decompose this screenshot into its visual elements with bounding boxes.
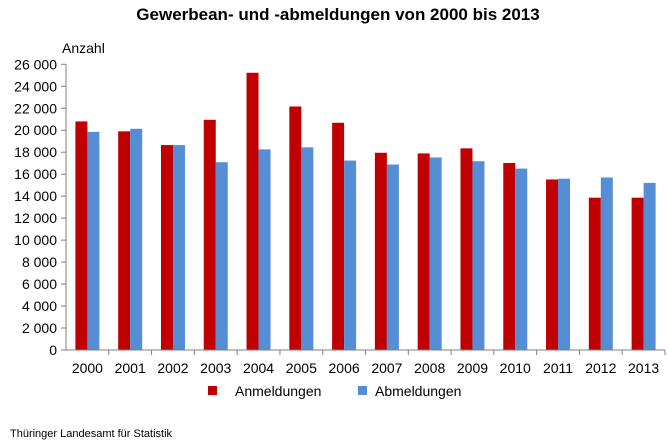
- bar-anmeldungen-2000: [75, 121, 88, 350]
- bar-abmeldungen-2013: [643, 182, 656, 350]
- x-tick-label: 2002: [157, 360, 188, 376]
- bar-anmeldungen-2006: [332, 122, 345, 351]
- x-tick-label: 2005: [286, 360, 317, 376]
- bar-anmeldungen-2012: [588, 197, 601, 350]
- legend-label-anmeldungen: Anmeldungen: [235, 383, 321, 399]
- bar-anmeldungen-2013: [631, 197, 644, 350]
- y-tick-label: 6 000: [22, 276, 57, 292]
- y-tick-label: 18 000: [14, 144, 57, 160]
- y-tick-label: 12 000: [14, 210, 57, 226]
- bar-anmeldungen-2011: [546, 179, 559, 350]
- y-tick-label: 14 000: [14, 188, 57, 204]
- bar-anmeldungen-2010: [503, 162, 516, 350]
- bar-anmeldungen-2002: [160, 145, 173, 350]
- bar-abmeldungen-2007: [386, 164, 399, 350]
- bar-anmeldungen-2001: [118, 131, 131, 350]
- source-note: Thüringer Landesamt für Statistik: [10, 428, 173, 440]
- bar-anmeldungen-2008: [417, 153, 430, 350]
- x-tick-label: 2007: [371, 360, 402, 376]
- bar-anmeldungen-2007: [374, 152, 387, 350]
- legend-swatch-anmeldungen: [208, 386, 217, 395]
- y-tick-label: 8 000: [22, 254, 57, 270]
- bar-abmeldungen-2010: [515, 168, 528, 350]
- x-tick-label: 2000: [72, 360, 103, 376]
- bar-abmeldungen-2011: [558, 178, 571, 350]
- chart-title: Gewerbean- und -abmeldungen von 2000 bis…: [136, 5, 539, 24]
- y-tick-label: 26 000: [14, 56, 57, 72]
- x-tick-label: 2001: [115, 360, 146, 376]
- x-tick-label: 2009: [457, 360, 488, 376]
- bar-anmeldungen-2009: [460, 148, 473, 350]
- x-tick-label: 2013: [628, 360, 659, 376]
- legend-swatch-abmeldungen: [358, 386, 367, 395]
- y-tick-label: 2 000: [22, 320, 57, 336]
- legend-label-abmeldungen: Abmeldungen: [375, 383, 461, 399]
- bar-abmeldungen-2001: [130, 128, 143, 350]
- x-tick-label: 2010: [500, 360, 531, 376]
- bar-anmeldungen-2003: [203, 119, 216, 350]
- y-tick-label: 20 000: [14, 122, 57, 138]
- legend: Anmeldungen Abmeldungen: [208, 383, 461, 399]
- x-tick-label: 2012: [585, 360, 616, 376]
- y-axis-label: Anzahl: [62, 40, 105, 56]
- x-tick-label: 2011: [543, 360, 573, 376]
- y-tick-label: 10 000: [14, 232, 57, 248]
- bar-abmeldungen-2004: [258, 149, 271, 350]
- x-tick-label: 2008: [414, 360, 445, 376]
- x-tick-label: 2006: [329, 360, 360, 376]
- bar-abmeldungen-2000: [87, 131, 100, 350]
- bar-abmeldungen-2002: [172, 145, 185, 350]
- y-tick-label: 0: [49, 342, 57, 358]
- bar-anmeldungen-2004: [246, 72, 259, 351]
- bar-abmeldungen-2009: [472, 161, 485, 350]
- y-tick-label: 4 000: [22, 298, 57, 314]
- bar-abmeldungen-2003: [215, 162, 228, 350]
- y-tick-label: 16 000: [14, 166, 57, 182]
- y-tick-label: 22 000: [14, 100, 57, 116]
- bar-abmeldungen-2006: [344, 160, 357, 350]
- x-tick-label: 2003: [200, 360, 231, 376]
- bar-anmeldungen-2005: [289, 106, 302, 350]
- bar-abmeldungen-2012: [600, 177, 613, 350]
- x-tick-label: 2004: [243, 360, 274, 376]
- y-tick-label: 24 000: [14, 78, 57, 94]
- bar-abmeldungen-2008: [429, 157, 442, 350]
- bar-abmeldungen-2005: [301, 147, 314, 350]
